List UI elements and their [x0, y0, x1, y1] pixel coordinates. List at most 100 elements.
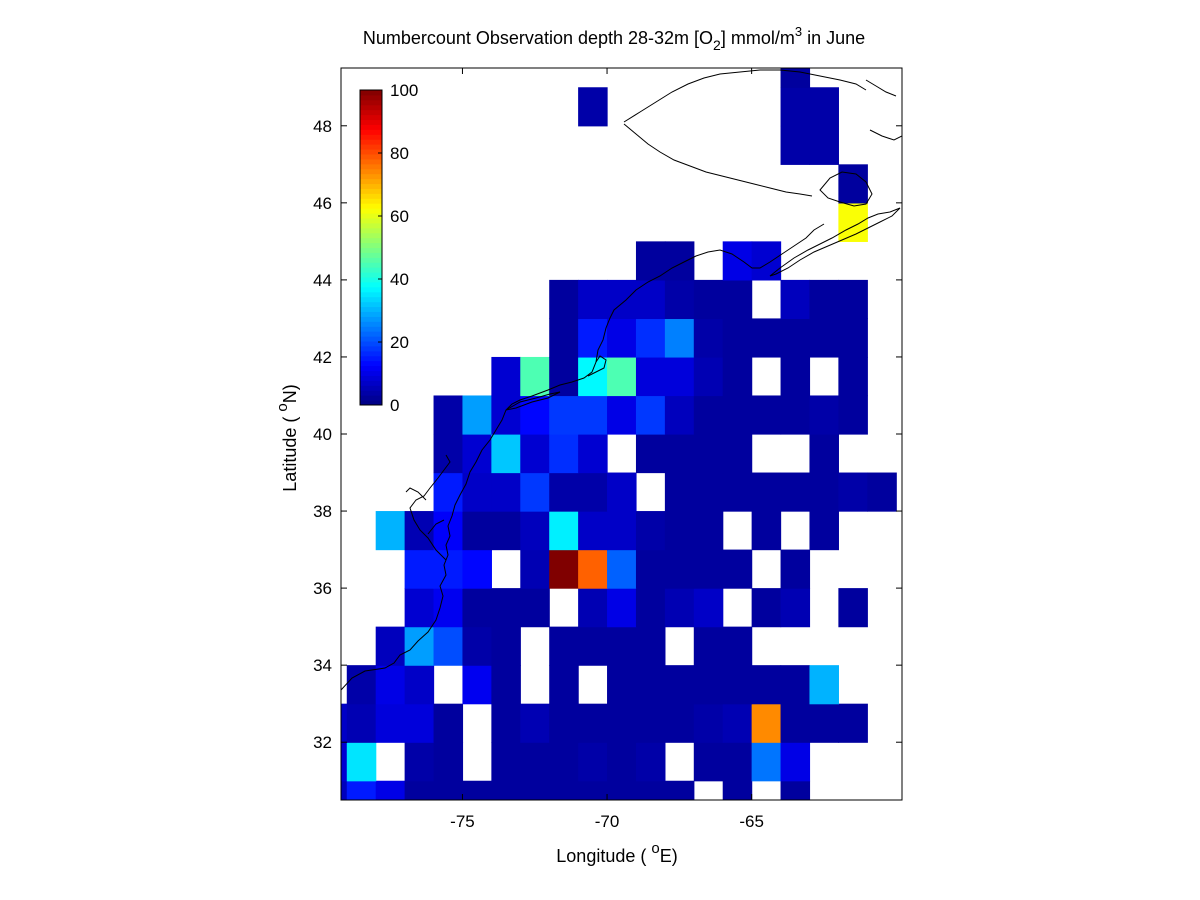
heatmap-cell — [433, 742, 464, 782]
y-tick-label: 40 — [313, 425, 332, 444]
heatmap-cell — [664, 395, 695, 435]
heatmap-cell — [491, 703, 521, 743]
coastline-long-island — [505, 391, 561, 411]
colorbar-band — [360, 400, 382, 406]
heatmap-cell — [607, 780, 637, 800]
x-tick-label: -70 — [595, 812, 620, 831]
heatmap-cell — [607, 588, 637, 628]
heatmap-cell — [520, 434, 550, 474]
colorbar-band — [360, 129, 382, 135]
heatmap-cell — [664, 472, 695, 512]
heatmap-cell — [520, 742, 550, 782]
heatmap-cell — [520, 395, 550, 435]
heatmap-cell — [693, 703, 724, 743]
colorbar-band — [360, 247, 382, 253]
colorbar: 0 20 40 60 80 100 — [359, 81, 418, 415]
heatmap-cell — [578, 395, 608, 435]
heatmap-cell — [491, 356, 521, 397]
heatmap-cell — [780, 125, 811, 165]
y-tick-label: 34 — [313, 656, 332, 675]
heatmap-cell — [809, 395, 839, 435]
heatmap-cell — [664, 703, 695, 743]
heatmap-cell — [838, 202, 868, 242]
heatmap-cell — [780, 742, 811, 782]
heatmap-cell — [751, 395, 782, 435]
heatmap-cell — [404, 742, 435, 782]
colorbar-band — [360, 149, 382, 155]
y-tick-label: 44 — [313, 271, 332, 290]
colorbar-band — [360, 370, 382, 376]
heatmap-cell — [722, 549, 753, 589]
heatmap-cell — [809, 511, 839, 551]
colorbar-band — [360, 345, 382, 352]
heatmap-cell — [433, 511, 464, 551]
heatmap-cell — [520, 511, 550, 551]
heatmap-cell — [693, 356, 724, 397]
heatmap-cell — [780, 356, 811, 397]
colorbar-band — [360, 153, 382, 160]
colorbar-band — [360, 331, 382, 337]
colorbar-band — [360, 104, 382, 111]
heatmap-cell — [462, 588, 492, 628]
heatmap-cell — [635, 665, 666, 705]
heatmap-cell — [780, 395, 811, 435]
colorbar-tick-label: 60 — [390, 207, 409, 226]
heatmap-cell — [433, 588, 464, 628]
colorbar-band — [360, 119, 382, 125]
heatmap-cells — [341, 68, 897, 800]
heatmap-cell — [375, 780, 406, 800]
heatmap-cell — [549, 703, 579, 743]
heatmap-cell — [607, 703, 637, 743]
colorbar-band — [360, 365, 382, 372]
colorbar-tick-label: 80 — [390, 144, 409, 163]
heatmap-cell — [693, 511, 724, 551]
heatmap-cell — [433, 472, 464, 512]
colorbar-band — [360, 109, 382, 116]
heatmap-cell — [722, 279, 753, 320]
colorbar-band — [360, 341, 382, 347]
heatmap-cell — [607, 549, 637, 589]
heatmap-cell — [346, 703, 377, 743]
heatmap-cell — [693, 434, 724, 474]
heatmap-cell — [635, 703, 666, 743]
heatmap-cell — [722, 780, 753, 800]
heatmap-cell — [433, 395, 464, 435]
x-tick-label: -75 — [450, 812, 475, 831]
heatmap-cell — [462, 665, 492, 705]
heatmap-cell — [549, 318, 579, 358]
colorbar-band — [360, 306, 382, 312]
heatmap-cell — [635, 626, 666, 666]
heatmap-cell — [809, 87, 839, 127]
heatmap-cell — [491, 626, 521, 666]
heatmap-cell — [635, 395, 666, 435]
heatmap-cell — [693, 626, 724, 666]
heatmap-cell — [693, 318, 724, 358]
heatmap-cell — [722, 318, 753, 358]
heatmap-cell — [664, 511, 695, 551]
heatmap-cell — [607, 742, 637, 782]
colorbar-band — [360, 262, 382, 268]
heatmap-cell — [838, 356, 868, 397]
heatmap-cell — [491, 434, 521, 474]
heatmap-cell — [404, 588, 435, 628]
heatmap-cell — [635, 742, 666, 782]
heatmap-cell — [549, 511, 579, 551]
heatmap-cell — [838, 588, 868, 628]
colorbar-band — [360, 144, 382, 150]
heatmap-cell — [722, 356, 753, 397]
heatmap-cell — [635, 356, 666, 397]
colorbar-band — [360, 134, 382, 140]
colorbar-band — [360, 242, 382, 248]
heatmap-cell — [635, 318, 666, 358]
y-tick-label: 38 — [313, 502, 332, 521]
heatmap-cell — [520, 356, 550, 397]
heatmap-cell — [346, 665, 377, 705]
heatmap-cell — [578, 356, 608, 397]
heatmap-cell — [635, 511, 666, 551]
colorbar-band — [360, 267, 382, 273]
heatmap-cell — [838, 164, 868, 204]
heatmap-cell — [520, 588, 550, 628]
heatmap-cell — [549, 279, 579, 320]
heatmap-cell — [838, 395, 868, 435]
colorbar-band — [360, 257, 382, 263]
